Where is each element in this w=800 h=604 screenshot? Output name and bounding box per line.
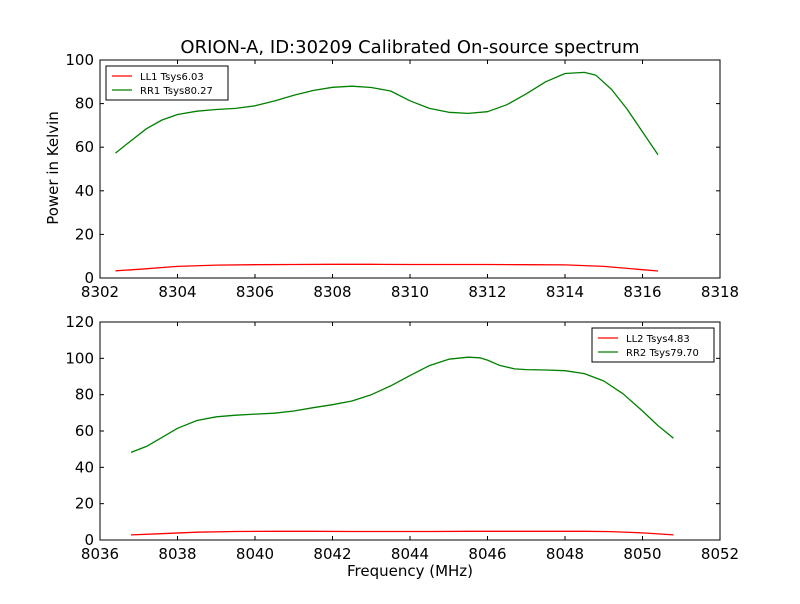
x-tick-label: 8048 bbox=[546, 545, 584, 563]
y-tick-label: 20 bbox=[75, 495, 94, 513]
y-tick-label: 80 bbox=[75, 95, 94, 113]
legend-label: RR1 Tsys80.27 bbox=[140, 86, 213, 97]
x-tick-label: 8304 bbox=[158, 283, 196, 301]
top-subplot: 8302 8304 8306 8308 8310 8312 8314 8316 8318 0 20 4… bbox=[65, 51, 739, 301]
y-tick-label: 40 bbox=[75, 182, 94, 200]
chart-title: ORION-A, ID:30209 Calibrated On-source s… bbox=[180, 37, 639, 58]
x-tick-label: 8040 bbox=[236, 545, 274, 563]
x-tick-label: 8042 bbox=[313, 545, 351, 563]
x-tick-label: 8050 bbox=[623, 545, 661, 563]
y-tick-label: 0 bbox=[84, 531, 94, 549]
y-axis-label: Power in Kelvin bbox=[44, 111, 62, 225]
y-tick-label: 60 bbox=[75, 138, 94, 156]
legend-label: LL1 Tsys6.03 bbox=[140, 72, 204, 83]
y-tick-label: 0 bbox=[84, 269, 94, 287]
x-tick-label: 8312 bbox=[468, 283, 506, 301]
x-tick-label: 8314 bbox=[546, 283, 584, 301]
x-tick-label: 8318 bbox=[701, 283, 739, 301]
legend-box bbox=[591, 327, 715, 363]
legend: LL2 Tsys4.83 RR2 Tsys79.70 bbox=[591, 327, 715, 363]
y-tick-label: 80 bbox=[75, 386, 94, 404]
legend-label: RR2 Tsys79.70 bbox=[626, 348, 699, 359]
series-line-rr1 bbox=[115, 71, 659, 156]
legend: LL1 Tsys6.03 RR1 Tsys80.27 bbox=[105, 65, 229, 101]
x-tick-label: 8306 bbox=[236, 283, 274, 301]
x-tick-label: 8310 bbox=[391, 283, 429, 301]
y-tick-label: 100 bbox=[65, 51, 94, 69]
x-tick-label: 8046 bbox=[468, 545, 506, 563]
x-axis-label: Frequency (MHz) bbox=[347, 562, 473, 580]
legend-box bbox=[105, 65, 229, 101]
series-line-ll2 bbox=[130, 530, 674, 536]
y-tick-label: 60 bbox=[75, 422, 94, 440]
x-tick-label: 8036 bbox=[81, 545, 119, 563]
x-tick-label: 8044 bbox=[391, 545, 429, 563]
series-line-rr2 bbox=[130, 356, 674, 454]
y-tick-label: 120 bbox=[65, 313, 94, 331]
series-line-ll1 bbox=[115, 263, 659, 272]
x-tick-label: 8038 bbox=[158, 545, 196, 563]
x-tick-label: 8052 bbox=[701, 545, 739, 563]
y-tick-label: 40 bbox=[75, 458, 94, 476]
bottom-subplot: 8036 8038 8040 8042 8044 8046 8048 8050 8052 0 20 4… bbox=[65, 313, 739, 563]
x-tick-label: 8316 bbox=[623, 283, 661, 301]
legend-label: LL2 Tsys4.83 bbox=[626, 334, 690, 345]
x-tick-label: 8308 bbox=[313, 283, 351, 301]
x-tick-label: 8302 bbox=[81, 283, 119, 301]
y-tick-label: 100 bbox=[65, 349, 94, 367]
y-tick-label: 20 bbox=[75, 225, 94, 243]
